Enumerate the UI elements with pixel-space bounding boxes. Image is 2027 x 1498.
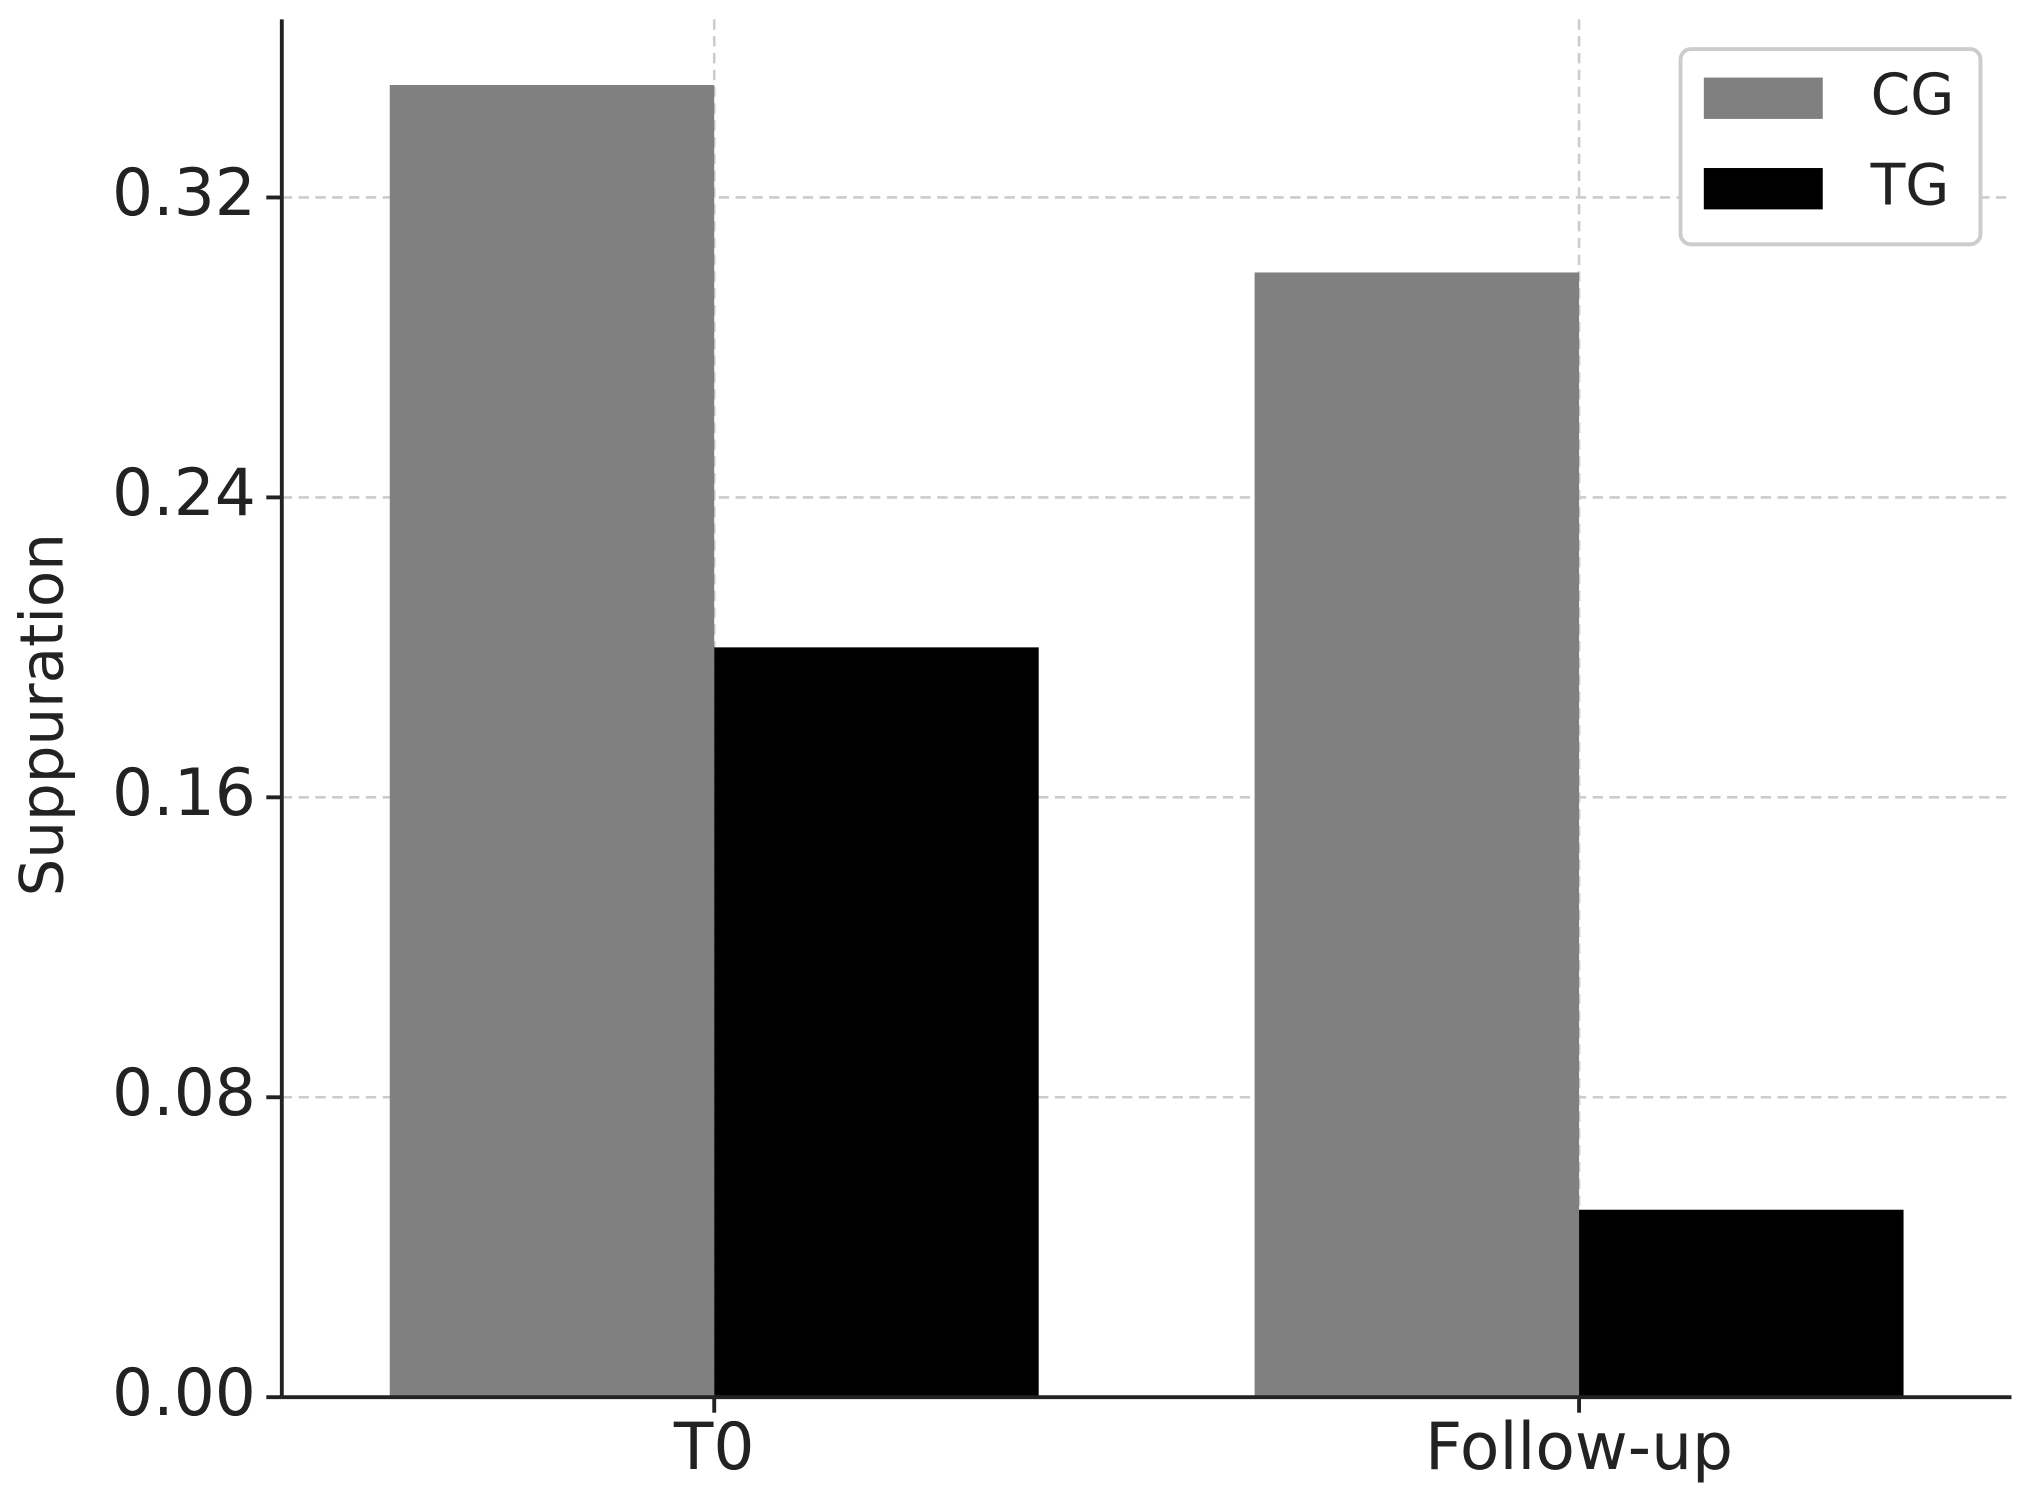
bar xyxy=(1579,1209,1904,1398)
y-axis-label: Suppuration xyxy=(9,533,78,896)
bar xyxy=(714,647,1039,1398)
bar xyxy=(1254,272,1580,1398)
legend-swatch xyxy=(1703,77,1823,119)
bar xyxy=(389,84,715,1398)
x-tick-label: Follow-up xyxy=(1425,1410,1733,1485)
y-tick-label: 0.32 xyxy=(112,156,256,231)
legend: CG TG xyxy=(1678,47,1983,247)
y-tick-label: 0.24 xyxy=(112,456,256,531)
y-tick-label: 0.16 xyxy=(112,756,256,831)
x-tick-label: T0 xyxy=(673,1410,755,1485)
legend-label: CG xyxy=(1871,62,1955,128)
y-tick-label: 0.00 xyxy=(112,1356,256,1431)
legend-label: TG xyxy=(1870,152,1950,218)
legend-swatch xyxy=(1703,168,1823,210)
y-tick-label: 0.08 xyxy=(112,1056,256,1131)
